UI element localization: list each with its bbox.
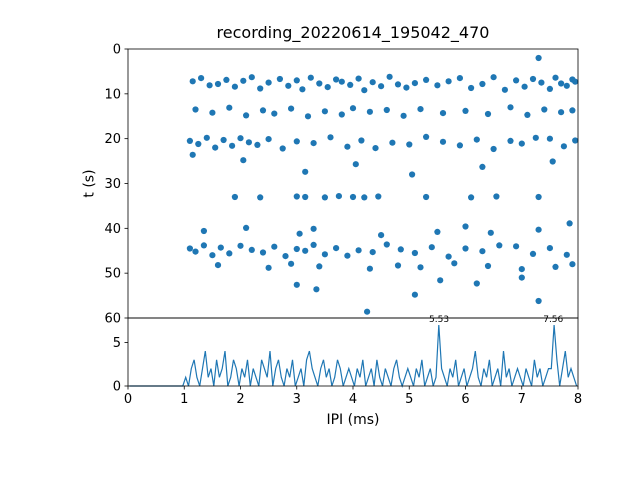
y-tick-label: 30 <box>104 177 121 192</box>
y-tick-label: 50 <box>104 267 121 282</box>
peak-annotation: 5.53 <box>429 315 449 325</box>
top-panel-spine <box>127 48 579 319</box>
chart-title: recording_20220614_195042_470 <box>216 23 490 42</box>
x-tick-label: 4 <box>349 392 357 407</box>
y-tick-label: 0 <box>113 380 121 395</box>
y-tick-label: 40 <box>104 222 121 237</box>
y-tick-label: 0 <box>113 43 121 58</box>
y-tick-label: 60 <box>104 312 121 327</box>
y-tick-label: 10 <box>104 87 121 102</box>
x-tick-label: 0 <box>124 392 132 407</box>
x-axis-label: IPI (ms) <box>326 412 380 428</box>
x-tick-label: 1 <box>180 392 188 407</box>
x-tick-label: 6 <box>461 392 469 407</box>
x-tick-label: 3 <box>293 392 301 407</box>
scatter-points <box>186 54 579 315</box>
peak-annotation: 7.56 <box>543 315 563 325</box>
y-tick-label: 20 <box>104 132 121 147</box>
x-tick-label: 7 <box>518 392 526 407</box>
ipi-histogram-line <box>129 324 578 388</box>
x-tick-label: 8 <box>574 392 582 407</box>
y-tick-label: 5 <box>113 336 121 351</box>
x-tick-label: 2 <box>236 392 244 407</box>
x-tick-label: 5 <box>405 392 413 407</box>
